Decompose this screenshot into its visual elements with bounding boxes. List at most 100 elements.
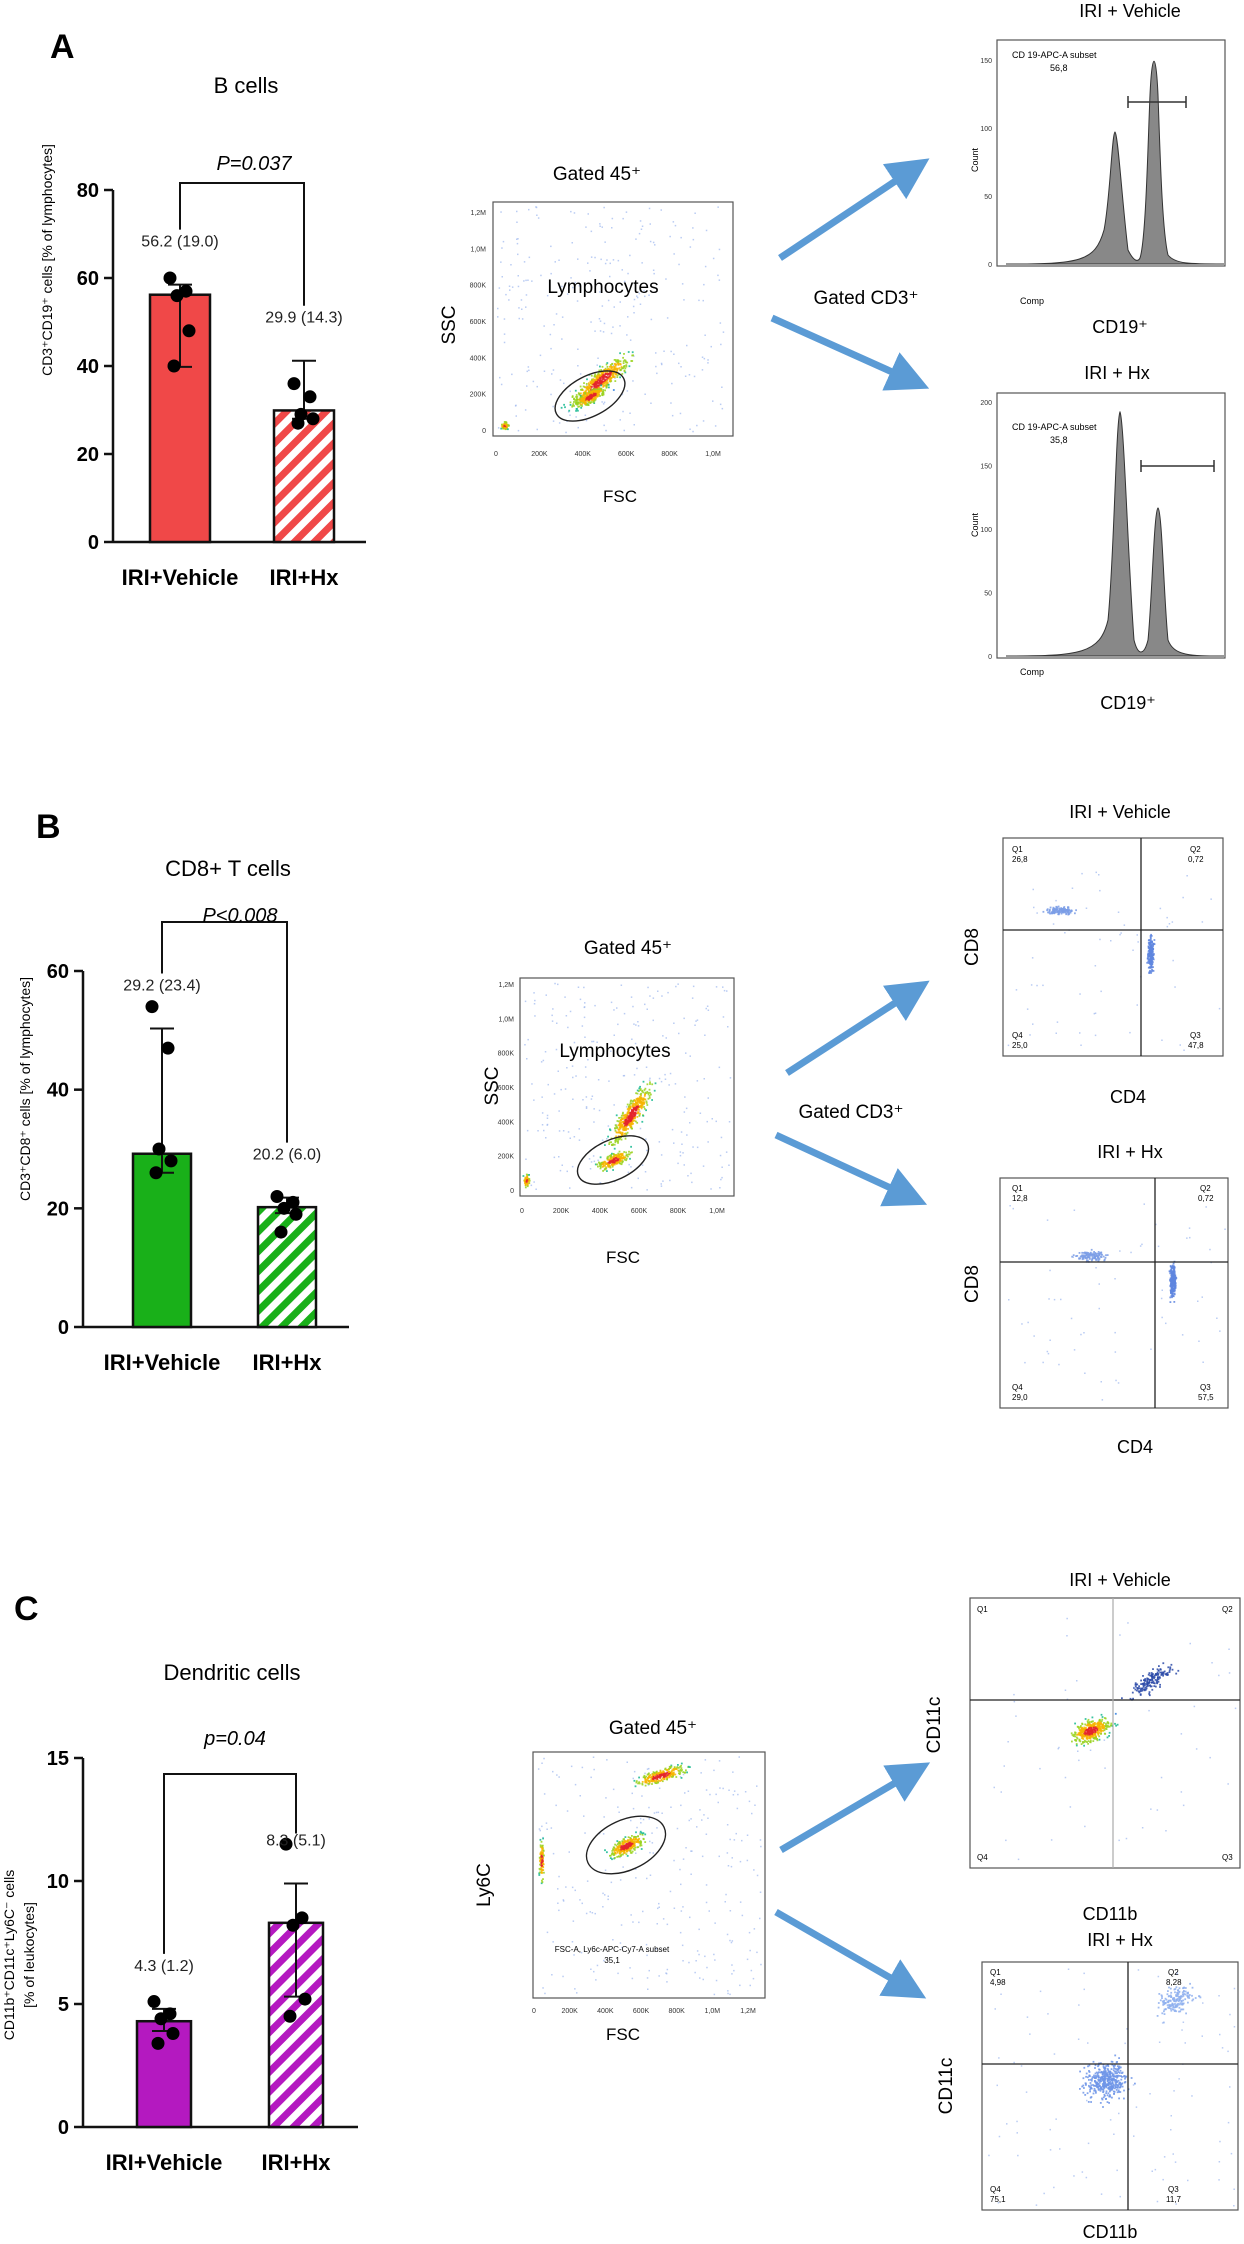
event-dot [574, 1889, 576, 1892]
event-dot [1129, 1031, 1131, 1034]
event-dot [686, 1771, 688, 1774]
event-dot [595, 388, 598, 391]
event-dot [605, 1797, 607, 1799]
event-dot [655, 1776, 657, 1779]
event-dot [673, 1907, 676, 1909]
event-dot [1107, 1724, 1109, 1727]
event-dot [1074, 1722, 1076, 1725]
event-dot [1152, 1680, 1155, 1683]
event-dot [610, 1157, 612, 1160]
event-dot [1060, 907, 1063, 909]
event-dot [499, 376, 501, 379]
event-dot [577, 365, 579, 367]
event-dot [1046, 909, 1048, 912]
event-dot [643, 1095, 646, 1097]
event-dot [649, 1083, 651, 1085]
event-dot [614, 359, 617, 361]
event-dot [571, 404, 574, 407]
event-dot [1153, 1674, 1156, 1677]
event-dot [588, 387, 591, 390]
event-dot [626, 1841, 629, 1843]
event-dot [1098, 1731, 1101, 1734]
event-dot [1103, 1722, 1105, 1724]
event-dot [1119, 1250, 1121, 1252]
event-dot [1101, 1716, 1104, 1718]
event-dot [1086, 1254, 1088, 1257]
x-tick-label: 200K [553, 1208, 570, 1215]
event-dot [623, 359, 626, 361]
event-dot [588, 383, 590, 386]
value-label: 8.3 (5.1) [266, 1832, 326, 1849]
event-dot [668, 1774, 671, 1777]
event-dot [622, 1157, 625, 1159]
event-dot [562, 1900, 565, 1902]
event-dot [622, 1847, 624, 1850]
event-dot [1093, 1257, 1096, 1259]
event-dot [617, 1023, 619, 1026]
event-dot [1219, 1330, 1221, 1332]
event-dot [1151, 961, 1154, 963]
event-dot [1100, 1255, 1102, 1258]
event-dot [632, 1102, 635, 1105]
event-dot [578, 1128, 580, 1130]
event-dot [1055, 907, 1058, 910]
event-dot [1161, 1672, 1164, 1675]
event-dot [1094, 1735, 1097, 1738]
event-dot [648, 207, 651, 210]
event-dot [578, 1139, 581, 1141]
event-dot [760, 1963, 762, 1966]
scatter-xlabel: FSC [606, 1248, 640, 1267]
event-dot [1107, 2083, 1109, 2086]
event-dot [1179, 1044, 1181, 1046]
event-dot [1032, 888, 1034, 891]
event-dot [633, 1099, 636, 1102]
event-dot [619, 1841, 621, 1844]
event-dot [1205, 1206, 1207, 1208]
event-dot [682, 1858, 685, 1860]
event-dot [652, 1773, 654, 1775]
event-dot [616, 1160, 618, 1162]
event-dot [627, 1848, 630, 1850]
event-dot [1160, 1674, 1163, 1676]
event-dot [613, 1104, 615, 1106]
event-dot [651, 1780, 654, 1783]
event-dot [648, 1095, 651, 1097]
data-point [151, 2036, 165, 2050]
event-dot [615, 1157, 618, 1159]
event-dot [1157, 1672, 1160, 1675]
event-dot [668, 1765, 671, 1768]
event-dot [626, 334, 628, 336]
event-dot [517, 238, 519, 240]
event-dot [1173, 1287, 1176, 1289]
data-point [291, 416, 305, 430]
event-dot [631, 1850, 634, 1853]
event-dot [575, 403, 577, 405]
event-dot [585, 1912, 588, 1915]
event-dot [584, 396, 587, 398]
event-dot [1080, 1727, 1083, 1729]
event-dot [1080, 1731, 1083, 1734]
event-dot [620, 1924, 623, 1926]
event-dot [1157, 1674, 1160, 1676]
event-dot [1218, 1007, 1221, 1010]
event-dot [719, 1787, 721, 1789]
event-dot [591, 385, 593, 388]
event-dot [633, 1023, 635, 1025]
event-dot [1081, 1734, 1084, 1736]
event-dot [670, 1775, 673, 1778]
event-dot [615, 1125, 618, 1128]
event-dot [739, 1860, 742, 1863]
data-point [167, 359, 181, 373]
event-dot [1162, 1662, 1165, 1665]
event-dot [644, 1784, 647, 1787]
event-dot [545, 1822, 548, 1824]
y-tick-label: 0 [58, 1317, 69, 1339]
event-dot [993, 1786, 995, 1789]
event-dot [612, 1164, 614, 1167]
event-dot [1089, 1726, 1091, 1729]
event-dot [633, 1847, 635, 1850]
event-dot [1148, 1684, 1151, 1687]
event-dot [607, 1155, 610, 1158]
event-dot [583, 396, 586, 399]
arrow-to-hx-b [774, 1131, 928, 1207]
